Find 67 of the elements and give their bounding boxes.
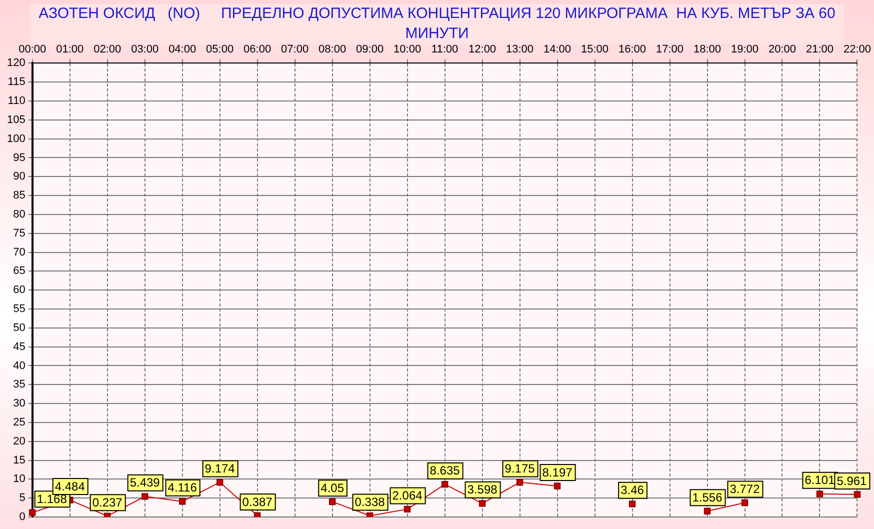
y-tick-label: 30 [13, 398, 26, 410]
y-tick-label: 50 [13, 322, 26, 334]
x-tick-label: 02:00 [94, 44, 122, 56]
data-label: 4.484 [54, 479, 86, 494]
y-tick-label: 85 [13, 190, 26, 202]
data-label: 3.772 [730, 482, 760, 496]
data-label: 1.556 [692, 490, 723, 504]
x-tick-label: 10:00 [394, 44, 422, 56]
data-label: 3.46 [620, 483, 644, 498]
x-tick-label: 03:00 [131, 44, 159, 56]
x-tick-label: 17:00 [656, 44, 684, 56]
y-tick-label: 110 [8, 95, 26, 108]
y-tick-label: 70 [13, 246, 26, 258]
x-tick-label: 13:00 [506, 44, 534, 56]
data-label: 0.338 [354, 495, 386, 510]
x-tick-label: 00:00 [18, 44, 46, 56]
x-tick-label: 15:00 [581, 44, 609, 56]
data-label: 5.961 [836, 474, 868, 488]
data-label: 4.116 [168, 480, 198, 495]
x-tick-label: 05:00 [206, 44, 234, 56]
x-tick-label: 16:00 [618, 44, 646, 56]
data-label: 2.064 [392, 488, 423, 503]
x-tick-label: 18:00 [693, 44, 722, 56]
x-tick-label: 19:00 [730, 44, 759, 56]
data-label: 0.387 [242, 494, 273, 509]
y-tick-label: 90 [13, 170, 26, 183]
x-tick-label: 01:00 [56, 44, 84, 56]
data-label: 9.174 [204, 462, 236, 476]
x-tick-label: 11:00 [431, 44, 458, 56]
data-label: 1.168 [36, 492, 68, 506]
y-tick-label: 60 [13, 284, 26, 296]
x-tick-label: 08:00 [318, 44, 346, 56]
x-tick-label: 14:00 [544, 44, 572, 56]
data-label: 3.598 [467, 482, 498, 497]
y-tick-label: 95 [13, 152, 26, 164]
y-tick-label: 115 [8, 76, 26, 88]
data-label: 8.197 [542, 465, 573, 480]
chart-title: АЗОТЕН ОКСИД (NO) ПРЕДЕЛНО ДОПУСТИМА КОНЦЕНТРАЦИЯ 120 МИКРОГРАМА НА КУБ. МЕТЪР ЗА 60 МИНУТИ [30, 4, 844, 44]
x-tick-label: 20:00 [768, 44, 796, 56]
y-tick-label: 45 [13, 340, 26, 353]
x-tick-label: 06:00 [244, 44, 272, 56]
y-tick-label: 5 [19, 492, 26, 504]
y-tick-label: 40 [13, 360, 26, 372]
y-tick-label: 20 [13, 435, 26, 448]
y-tick-label: 105 [6, 114, 26, 126]
data-label: 8.635 [430, 464, 460, 478]
y-tick-label: 55 [13, 303, 26, 316]
y-tick-label: 65 [13, 265, 26, 278]
x-tick-label: 09:00 [356, 44, 384, 56]
y-tick-label: 15 [13, 454, 26, 466]
y-tick-label: 100 [6, 132, 26, 145]
x-tick-label: 07:00 [281, 44, 309, 56]
y-tick-label: 0 [19, 511, 26, 524]
x-tick-label: 04:00 [168, 44, 196, 56]
data-label: 5.439 [130, 476, 160, 490]
y-tick-label: 80 [13, 208, 26, 220]
y-tick-label: 75 [13, 227, 26, 240]
data-label: 4.05 [320, 480, 344, 495]
y-tick-label: 10 [13, 473, 26, 486]
x-tick-label: 12:00 [468, 44, 496, 56]
x-tick-label: 22:00 [843, 44, 871, 56]
data-label: 9.175 [504, 462, 536, 476]
y-tick-label: 35 [13, 378, 26, 391]
x-tick-label: 21:00 [806, 44, 834, 56]
y-tick-label: 25 [13, 416, 26, 428]
y-tick-label: 120 [6, 57, 26, 70]
data-label: 0.237 [92, 495, 123, 510]
